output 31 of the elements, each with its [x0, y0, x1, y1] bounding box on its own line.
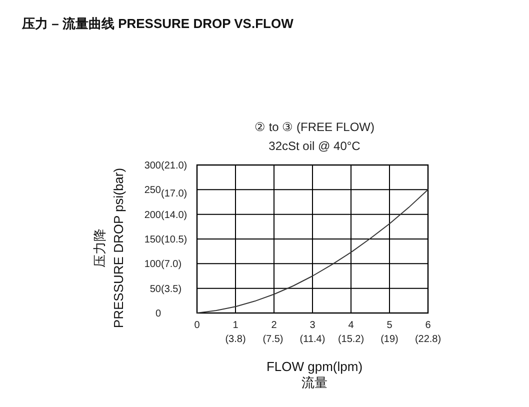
- x2-tick-label: (7.5): [262, 334, 284, 345]
- x2-tick-label: (22.8): [414, 334, 442, 345]
- y2-tick-label: (14.0): [161, 210, 188, 221]
- y-tick-label: 300: [144, 160, 162, 172]
- x-tick-label: 0: [194, 320, 200, 331]
- y2-tick-label: (3.5): [161, 284, 182, 295]
- y-tick-label: 100: [144, 259, 162, 270]
- y2-tick-label: (10.5): [161, 234, 188, 246]
- x2-tick-label: (19): [380, 334, 398, 345]
- x2-tick-label: (3.8): [225, 334, 246, 345]
- x-tick-label: 3: [310, 320, 316, 331]
- x-tick-label: 1: [232, 320, 239, 331]
- chart-title: 压力 – 流量曲线 PRESSURE DROP VS.FLOW: [21, 16, 294, 31]
- y-tick-label: 200: [144, 210, 162, 221]
- line-series: [196, 189, 428, 314]
- x2-tick-label: (15.2): [338, 334, 364, 345]
- chart-subtitle: ② to ③ (FREE FLOW) 32cSt oil @ 40°C: [254, 120, 375, 153]
- y2-tick-label: (7.0): [161, 259, 182, 270]
- y2-tick-label: (21.0): [161, 160, 188, 172]
- y-axis-title: 压力降 PRESSURE DROP psi(bar): [92, 168, 126, 328]
- x-tick-label: 4: [348, 320, 354, 331]
- y-tick-label: 250: [144, 185, 162, 196]
- y2-tick-label: (17.0): [161, 188, 188, 200]
- x2-tick-label: (11.4): [300, 334, 326, 345]
- y-tick-label: 150: [144, 234, 162, 246]
- y-tick-label: 0: [155, 308, 162, 320]
- y-tick-label: 50: [150, 284, 162, 295]
- x-axis-title: FLOW gpm(lpm) 流量: [266, 359, 363, 390]
- x-tick-label: 6: [425, 320, 432, 331]
- x-tick-label: 2: [271, 320, 278, 331]
- x-tick-label: 5: [386, 320, 393, 331]
